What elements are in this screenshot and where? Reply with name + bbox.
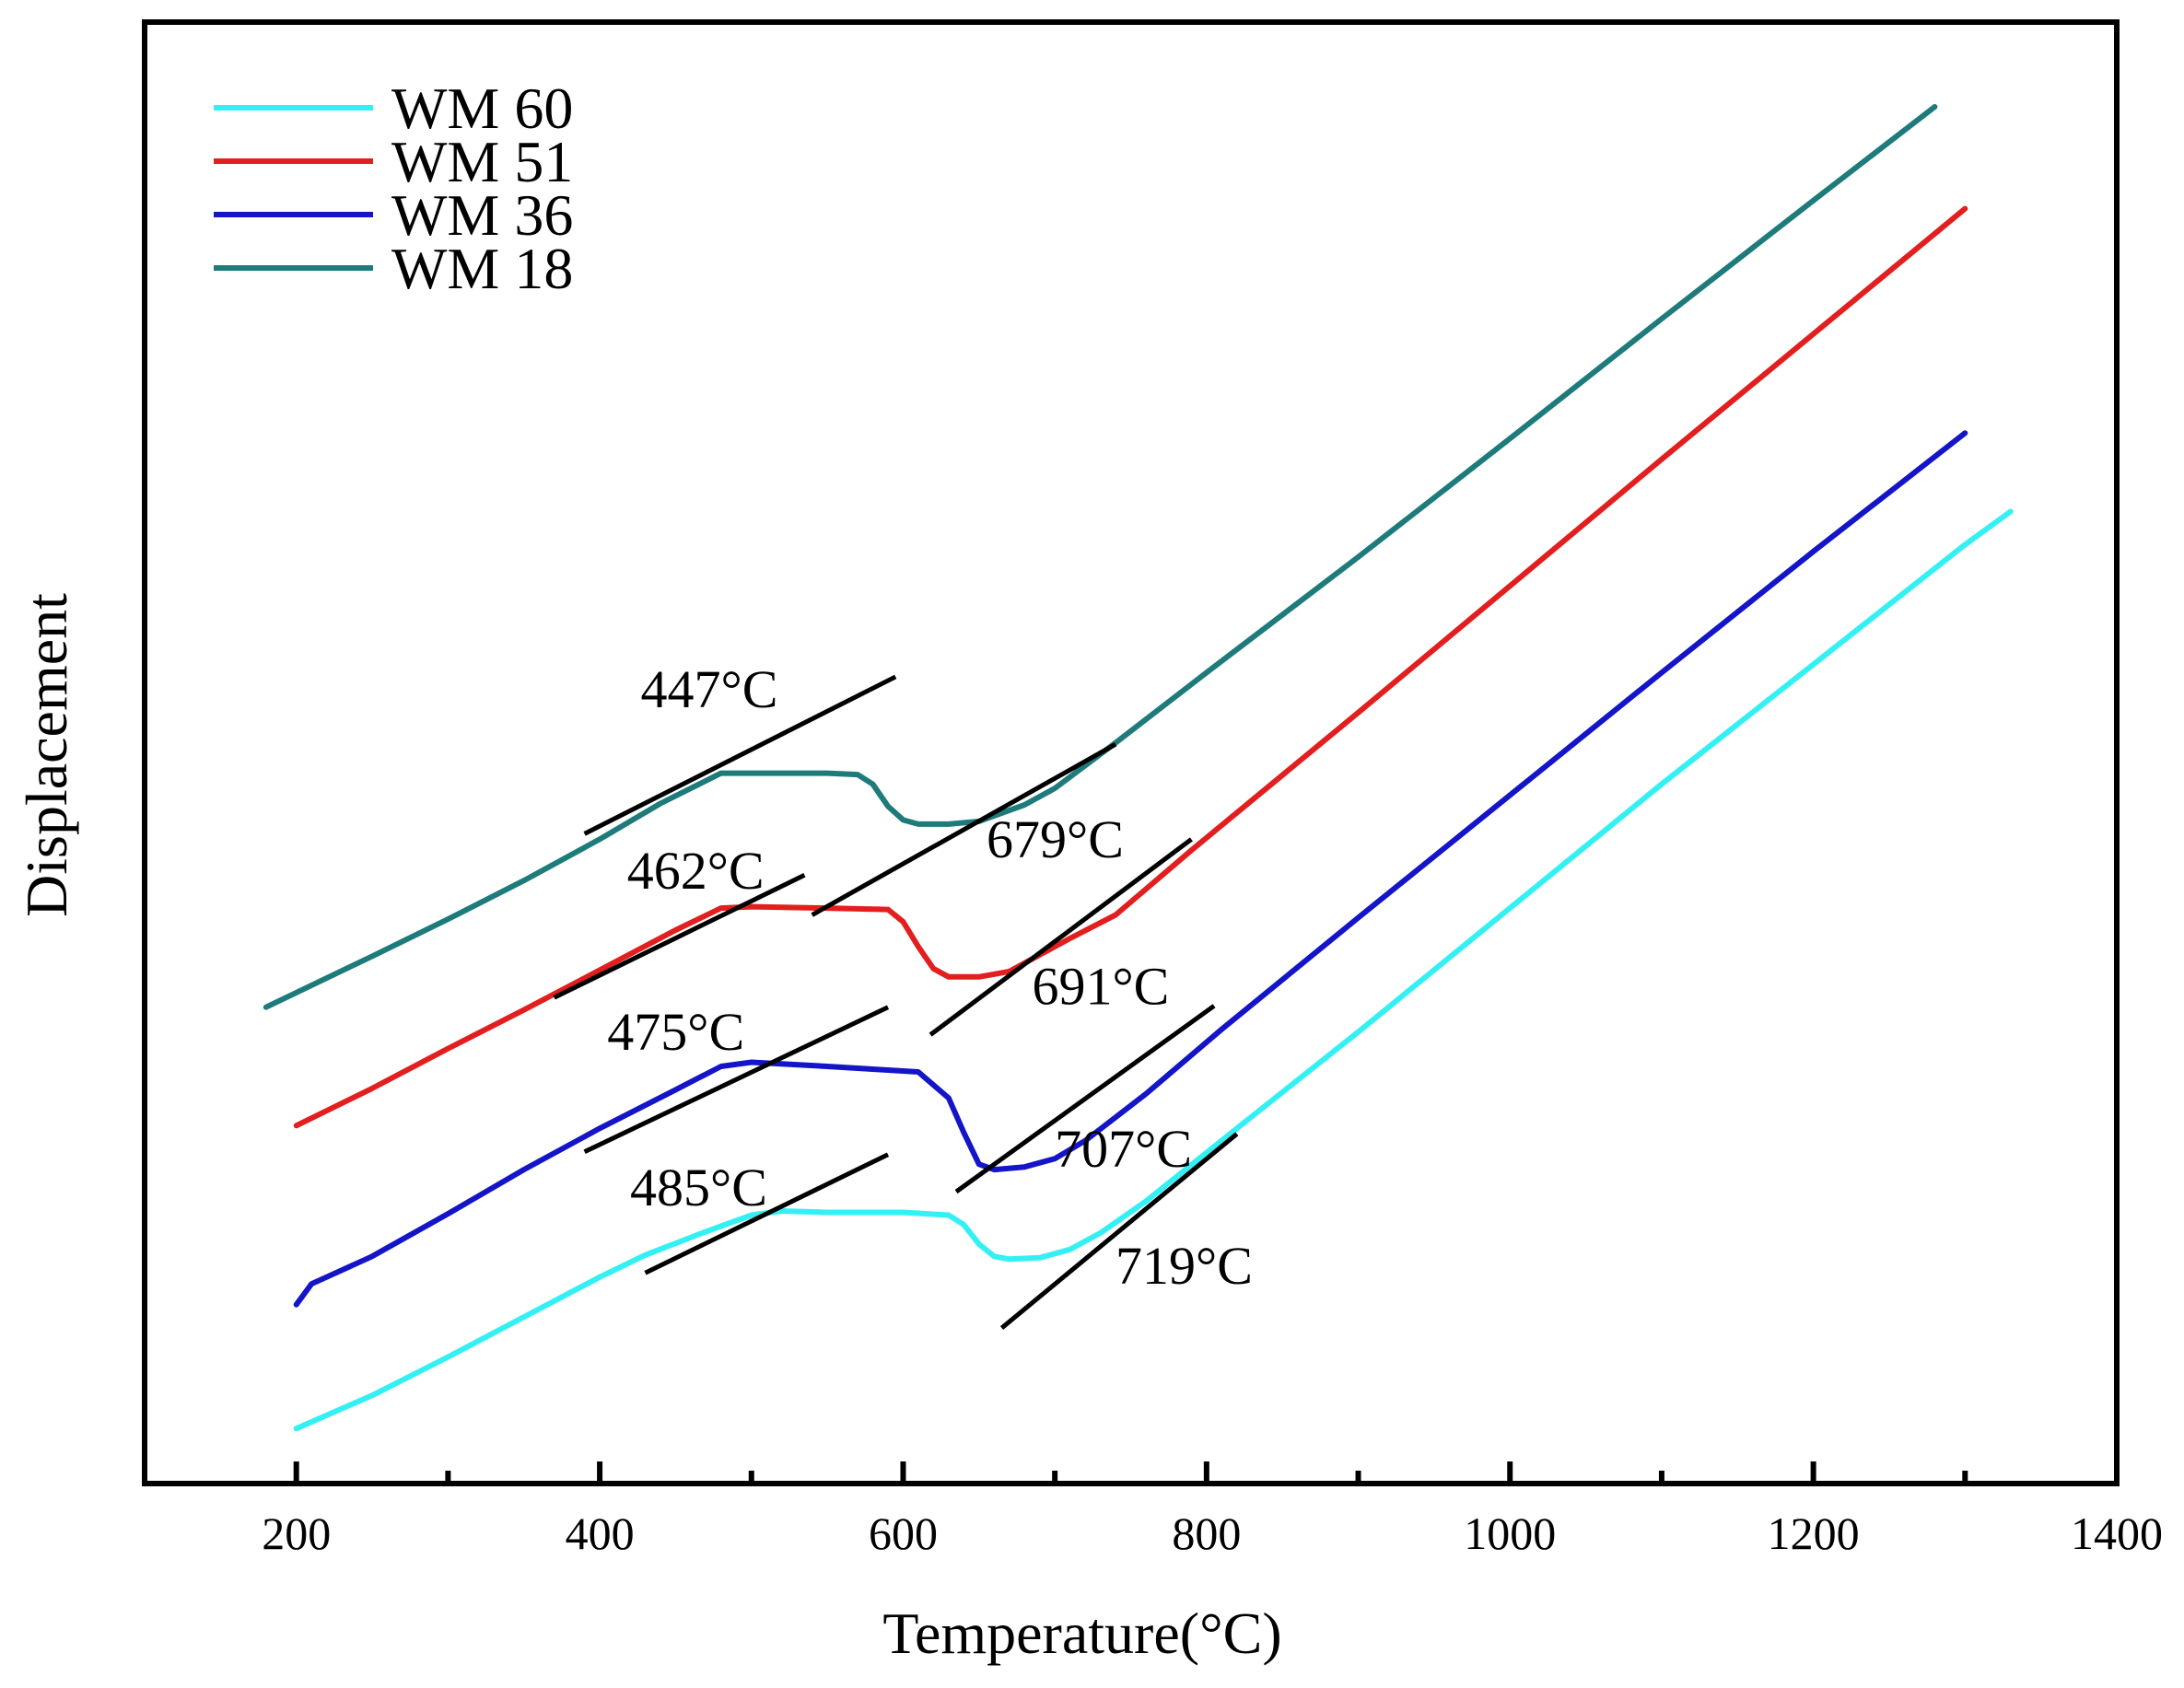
temperature-annotation: 707°C <box>1055 1119 1192 1179</box>
tangent-layer <box>553 674 1239 1330</box>
tangent-line <box>999 1132 1239 1330</box>
temperature-annotation: 462°C <box>627 841 765 901</box>
temperature-annotation: 447°C <box>641 659 778 719</box>
y-axis-label: Displacement <box>14 593 79 917</box>
x-axis-label: Temperature(°C) <box>882 1601 1281 1666</box>
tangent-line <box>811 742 1117 917</box>
x-axis-ticks: 200 400 600 800 1000 1200 1400 <box>262 1461 2163 1559</box>
series-line-wm-51 <box>293 205 1968 1129</box>
x-tick-label: 400 <box>566 1508 635 1559</box>
series-line-wm-36 <box>293 430 1968 1308</box>
series-line-wm-60 <box>293 508 2014 1432</box>
temperature-annotation: 485°C <box>630 1158 767 1217</box>
x-tick-label: 1000 <box>1464 1508 1556 1559</box>
legend-label: WM 18 <box>391 236 573 301</box>
tangent-line <box>583 674 897 836</box>
legend-label: WM 51 <box>391 129 573 194</box>
temperature-annotation: 691°C <box>1032 957 1169 1017</box>
series-line-wm-18 <box>263 104 1938 1010</box>
x-tick-label: 800 <box>1172 1508 1241 1559</box>
tangent-line <box>583 1005 890 1154</box>
temperature-annotation: 475°C <box>607 1002 744 1062</box>
tangent-line <box>928 837 1193 1037</box>
series-layer <box>263 104 2014 1432</box>
legend-label: WM 60 <box>391 76 573 141</box>
x-tick-label: 200 <box>262 1508 331 1559</box>
x-tick-label: 1200 <box>1768 1508 1860 1559</box>
x-tick-label: 1400 <box>2071 1508 2163 1559</box>
temperature-annotation: 719°C <box>1115 1236 1253 1296</box>
tangent-line <box>954 1004 1216 1194</box>
plot-frame <box>142 19 2120 1486</box>
tangent-line <box>644 1152 890 1275</box>
temperature-annotation: 679°C <box>987 809 1124 869</box>
legend-label: WM 36 <box>391 182 573 248</box>
annotation-layer: 447°C 679°C 462°C 691°C 475°C 707°C 485°C 719°C <box>607 659 1253 1296</box>
x-tick-label: 600 <box>869 1508 938 1559</box>
tangent-line <box>553 872 806 1000</box>
